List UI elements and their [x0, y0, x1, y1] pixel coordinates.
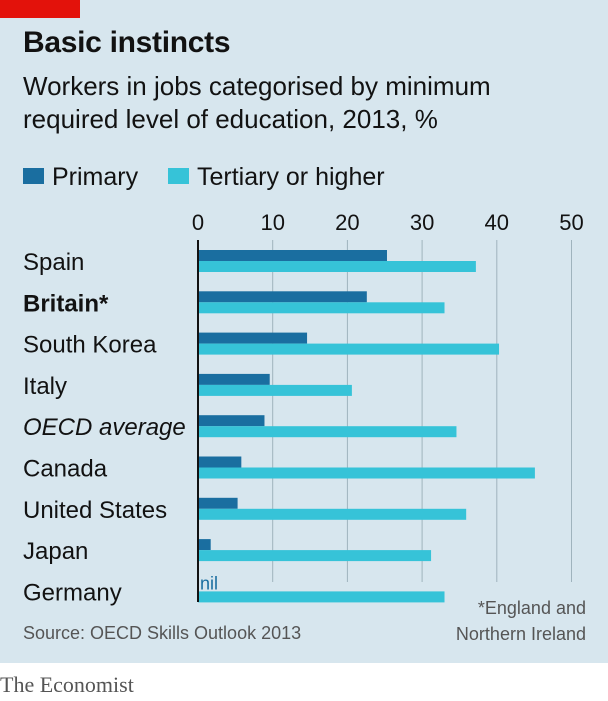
- bar-primary: [198, 415, 265, 427]
- category-label: Italy: [23, 373, 67, 400]
- bar-primary: [198, 332, 308, 344]
- bar-chart: 0 10 20 30 40 50 Spain Britain* South Korea Italy…: [23, 210, 584, 606]
- category-label: Germany: [23, 579, 122, 606]
- bar-tertiary: [198, 384, 352, 396]
- bar-tertiary: [198, 426, 457, 438]
- bar-tertiary: [198, 302, 445, 314]
- source-note: Source: OECD Skills Outlook 2013: [23, 623, 302, 643]
- bar-tertiary: [198, 508, 467, 520]
- category-label: Canada: [23, 456, 108, 483]
- legend-swatch-primary: [23, 168, 44, 184]
- x-tick-label-10: 10: [260, 210, 284, 235]
- x-tick-label-40: 40: [485, 210, 509, 235]
- footnote: *England and Northern Ireland: [456, 595, 586, 647]
- category-label: South Korea: [23, 332, 157, 359]
- bar-tertiary: [198, 591, 445, 603]
- legend-item-primary: Primary: [23, 163, 138, 192]
- bar-primary: [198, 250, 387, 261]
- x-tick-label-0: 0: [192, 210, 204, 235]
- legend-swatch-tertiary: [168, 168, 189, 184]
- bar-primary: [198, 497, 238, 509]
- category-label: United States: [23, 497, 167, 524]
- brand-red-tag: [0, 0, 80, 18]
- chart-title: Basic instincts: [23, 26, 231, 59]
- footnote-line-2: Northern Ireland: [455, 624, 586, 644]
- bar-tertiary: [198, 343, 500, 355]
- bar-tertiary: [198, 467, 535, 479]
- x-tick-label-20: 20: [335, 210, 359, 235]
- category-label: Japan: [23, 538, 88, 565]
- chart-subtitle: Workers in jobs categorised by minimum r…: [23, 71, 491, 134]
- legend-label-primary: Primary: [52, 163, 139, 191]
- category-label: Spain: [23, 249, 84, 276]
- bar-primary: [198, 373, 270, 385]
- bar-primary: [198, 291, 367, 303]
- legend-label-tertiary: Tertiary or higher: [197, 163, 385, 191]
- category-label: OECD average: [23, 414, 186, 441]
- category-label: Britain*: [23, 290, 109, 317]
- bar-tertiary: [198, 550, 432, 562]
- x-tick-label-50: 50: [559, 210, 583, 235]
- bar-primary: [198, 456, 242, 468]
- bar-tertiary: [198, 261, 476, 272]
- x-tick-label-30: 30: [410, 210, 434, 235]
- legend-item-tertiary: Tertiary or higher: [168, 163, 385, 192]
- economist-logo-text: The Economist: [0, 672, 134, 697]
- footnote-line-1: *England and: [477, 598, 586, 618]
- bar-primary: [198, 539, 211, 551]
- annotation-nil: nil: [200, 573, 218, 593]
